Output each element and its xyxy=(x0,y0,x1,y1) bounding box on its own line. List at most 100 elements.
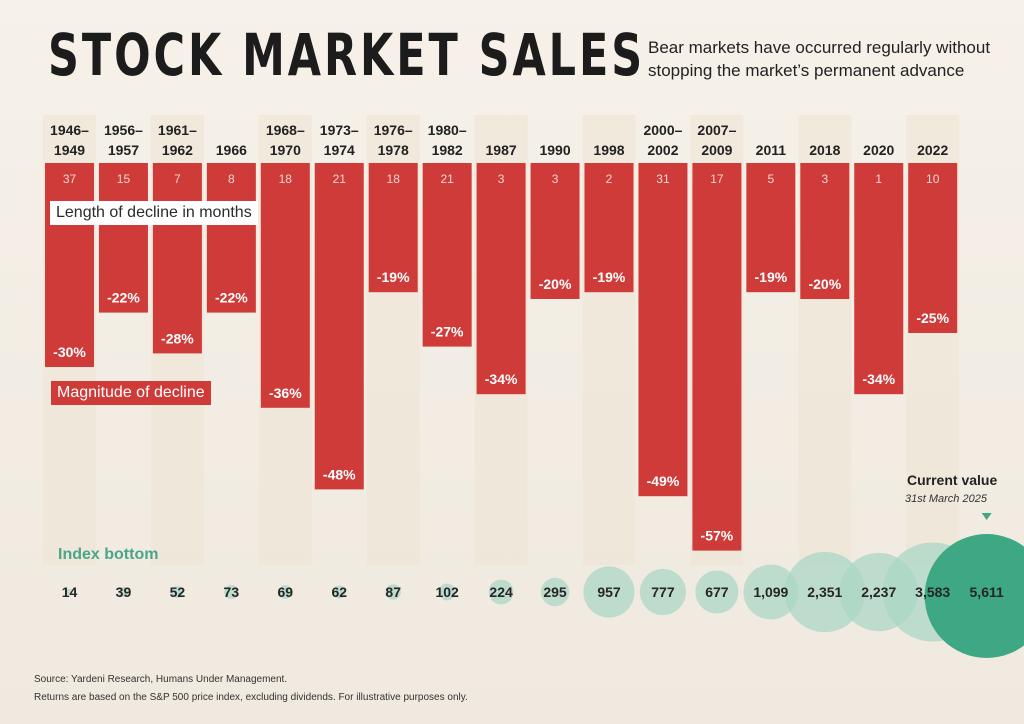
months-label: 3 xyxy=(552,172,559,186)
months-label: 3 xyxy=(498,172,505,186)
decline-pct-label: -20% xyxy=(539,276,572,292)
index-bubble xyxy=(332,585,346,599)
decline-bar xyxy=(45,163,94,367)
index-bubble xyxy=(540,577,570,607)
period-label: 1982 xyxy=(432,142,463,158)
decline-pct-label: -19% xyxy=(377,269,410,285)
period-label: 1973– xyxy=(320,122,359,138)
period-label: 1978 xyxy=(378,142,409,158)
current-value-label: Current value xyxy=(907,472,998,488)
decline-pct-label: -30% xyxy=(53,344,86,360)
months-label: 8 xyxy=(228,172,235,186)
decline-bar xyxy=(854,163,904,395)
index-value-label: 73 xyxy=(224,584,240,600)
months-label: 31 xyxy=(656,172,670,186)
current-index-bubble xyxy=(924,534,1024,658)
decline-bar xyxy=(530,163,580,299)
months-label: 37 xyxy=(63,172,77,186)
decline-bar xyxy=(746,163,796,293)
period-label: 1980– xyxy=(428,122,467,138)
period-label: 1970 xyxy=(270,142,301,158)
index-bubble xyxy=(488,579,514,605)
index-value-label: 224 xyxy=(489,584,513,600)
index-bubble xyxy=(118,586,129,598)
period-label: 1957 xyxy=(108,142,139,158)
period-label: 1946– xyxy=(50,122,89,138)
index-value-label: 1,099 xyxy=(753,584,788,600)
index-bottom-label: Index bottom xyxy=(58,546,159,563)
period-label: 1974 xyxy=(324,142,355,158)
index-value-label: 777 xyxy=(651,584,675,600)
decline-pct-label: -19% xyxy=(755,269,788,285)
decline-pct-label: -22% xyxy=(107,290,140,306)
decline-pct-label: -19% xyxy=(593,269,626,285)
months-label: 3 xyxy=(821,172,828,186)
decline-bar xyxy=(368,163,418,293)
source-note: Source: Yardeni Research, Humans Under M… xyxy=(34,674,288,685)
index-value-label: 2,351 xyxy=(807,584,842,600)
period-label: 1956– xyxy=(104,122,143,138)
months-label: 17 xyxy=(710,172,724,186)
index-value-label: 677 xyxy=(705,584,729,600)
decline-bar xyxy=(206,163,256,313)
index-value-label: 39 xyxy=(116,584,132,600)
decline-pct-label: -34% xyxy=(862,371,895,387)
decline-bar xyxy=(692,163,742,551)
decline-pct-label: -27% xyxy=(431,324,464,340)
index-value-label: 3,583 xyxy=(915,584,950,600)
months-label: 1 xyxy=(875,172,882,186)
months-label: 15 xyxy=(117,172,131,186)
current-value-date: 31st March 2025 xyxy=(905,493,987,505)
decline-pct-label: -25% xyxy=(916,310,949,326)
index-value-label: 957 xyxy=(597,584,621,600)
months-label: 21 xyxy=(333,172,347,186)
period-label: 2002 xyxy=(647,142,678,158)
decline-bar xyxy=(260,163,310,408)
index-value-label: 62 xyxy=(331,584,347,600)
decline-bar xyxy=(314,163,364,490)
index-bubble xyxy=(743,564,799,620)
decline-bar xyxy=(422,163,472,347)
index-value-label: 69 xyxy=(278,584,294,600)
index-value-label: 2,237 xyxy=(861,584,896,600)
period-label: 2022 xyxy=(917,142,948,158)
period-label: 1968– xyxy=(266,122,305,138)
period-label: 1987 xyxy=(486,142,517,158)
decline-bar xyxy=(584,163,634,293)
current-pointer xyxy=(981,513,992,520)
decline-pct-label: -48% xyxy=(323,466,356,482)
months-label: 10 xyxy=(926,172,940,186)
decline-bar xyxy=(638,163,688,497)
period-label: 1998 xyxy=(593,142,624,158)
index-bubble xyxy=(385,584,401,600)
index-bubble xyxy=(784,551,865,633)
decline-pct-label: -20% xyxy=(808,276,841,292)
period-label: 1976– xyxy=(374,122,413,138)
period-label: 2011 xyxy=(756,142,787,158)
index-value-label: 5,611 xyxy=(970,584,1004,600)
decline-bar xyxy=(98,163,148,313)
decline-bar xyxy=(476,163,526,395)
index-bubble xyxy=(171,586,184,598)
period-label: 1990 xyxy=(539,142,570,158)
chart-title: STOCK MARKET SALES xyxy=(48,21,646,89)
period-label: 1961– xyxy=(158,122,197,138)
months-label: 18 xyxy=(279,172,293,186)
decline-bar xyxy=(152,163,202,354)
decline-pct-label: -22% xyxy=(215,290,248,306)
magnitude-callout: Magnitude of decline xyxy=(51,381,211,405)
decline-bar xyxy=(800,163,850,299)
period-label: 1966 xyxy=(216,142,247,158)
period-label: 2009 xyxy=(701,142,732,158)
period-label: 2000– xyxy=(643,122,682,138)
index-bubble xyxy=(695,570,739,614)
months-label: 18 xyxy=(387,172,401,186)
index-bubble xyxy=(639,568,687,616)
index-bubble xyxy=(583,566,635,618)
index-value-label: 295 xyxy=(543,584,567,600)
months-label: 7 xyxy=(174,172,181,186)
period-label: 2018 xyxy=(809,142,840,158)
index-bubble xyxy=(438,583,456,601)
index-bubble xyxy=(278,585,293,599)
